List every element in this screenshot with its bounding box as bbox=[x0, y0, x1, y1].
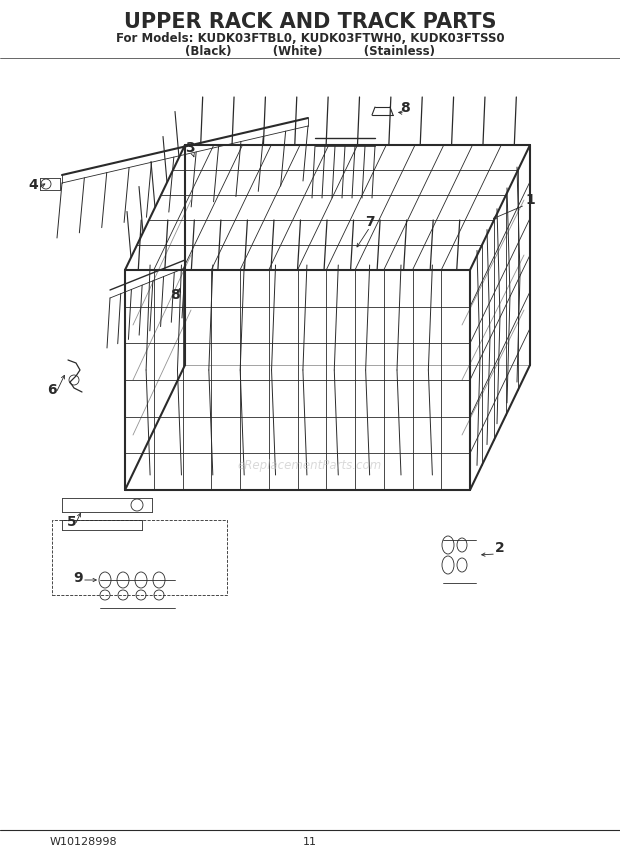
Circle shape bbox=[131, 499, 143, 511]
Text: 1: 1 bbox=[525, 193, 535, 207]
Text: (Black)          (White)          (Stainless): (Black) (White) (Stainless) bbox=[185, 45, 435, 57]
Text: 11: 11 bbox=[303, 837, 317, 847]
Text: W10128998: W10128998 bbox=[50, 837, 118, 847]
Circle shape bbox=[41, 179, 51, 189]
Text: For Models: KUDK03FTBL0, KUDK03FTWH0, KUDK03FTSS0: For Models: KUDK03FTBL0, KUDK03FTWH0, KU… bbox=[116, 32, 504, 45]
Text: eReplacementParts.com: eReplacementParts.com bbox=[238, 459, 382, 472]
Text: 8: 8 bbox=[170, 288, 180, 302]
Text: 6: 6 bbox=[47, 383, 57, 397]
Text: 5: 5 bbox=[67, 515, 77, 529]
Text: 4: 4 bbox=[28, 178, 38, 192]
Text: 9: 9 bbox=[73, 571, 83, 585]
Text: UPPER RACK AND TRACK PARTS: UPPER RACK AND TRACK PARTS bbox=[124, 12, 496, 32]
Bar bbox=[52, 520, 227, 595]
Text: 2: 2 bbox=[495, 541, 505, 555]
Text: 7: 7 bbox=[365, 215, 375, 229]
Circle shape bbox=[69, 375, 79, 385]
Text: 3: 3 bbox=[185, 141, 195, 155]
Text: 8: 8 bbox=[400, 101, 410, 115]
